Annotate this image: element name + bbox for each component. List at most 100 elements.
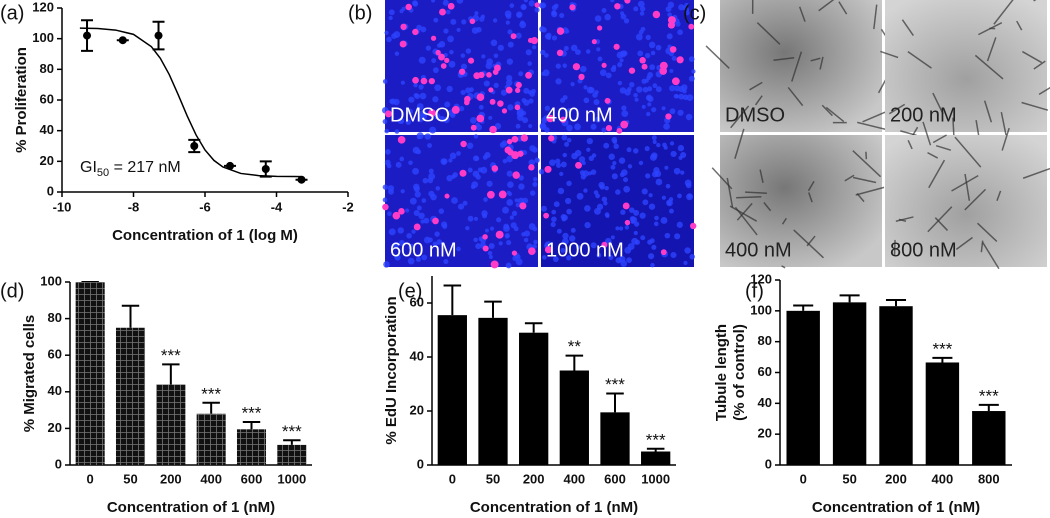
stained-nucleus xyxy=(470,124,477,131)
nucleus xyxy=(586,147,591,152)
stained-nucleus xyxy=(669,46,677,53)
nucleus xyxy=(596,47,601,52)
nucleus xyxy=(428,168,434,174)
stained-nucleus xyxy=(544,165,552,173)
stained-nucleus xyxy=(641,63,648,70)
nucleus xyxy=(605,72,612,79)
fit-curve xyxy=(79,27,302,178)
bar xyxy=(478,317,508,465)
tubule xyxy=(745,191,767,195)
nucleus xyxy=(428,172,436,180)
nucleus xyxy=(620,209,626,215)
nucleus xyxy=(432,241,438,247)
nucleus xyxy=(414,191,421,198)
y-tick-label: 40 xyxy=(758,395,772,410)
nucleus xyxy=(652,139,657,144)
nucleus xyxy=(400,80,405,85)
bar xyxy=(972,411,1006,465)
nucleus xyxy=(449,152,457,160)
nucleus xyxy=(470,184,476,190)
nucleus xyxy=(551,35,558,41)
tubule xyxy=(825,106,845,123)
nucleus xyxy=(550,221,556,228)
tile-label: DMSO xyxy=(725,104,785,126)
stained-nucleus xyxy=(486,72,492,78)
nucleus xyxy=(640,235,646,241)
stained-nucleus xyxy=(515,81,522,89)
tubule xyxy=(901,19,914,36)
stained-nucleus xyxy=(489,98,496,105)
stained-nucleus xyxy=(398,208,405,215)
stained-nucleus xyxy=(620,120,629,129)
tubule xyxy=(844,174,855,182)
nucleus xyxy=(460,63,468,70)
nucleus xyxy=(480,14,485,19)
nucleus xyxy=(442,0,449,6)
nucleus xyxy=(456,0,464,4)
x-tick-label: -2 xyxy=(342,199,354,214)
nucleus xyxy=(689,254,695,260)
nucleus xyxy=(434,231,440,237)
panel-label: (a) xyxy=(0,2,24,24)
nucleus xyxy=(412,0,418,6)
nucleus xyxy=(597,56,603,62)
annotation-part: GI xyxy=(80,159,97,176)
nucleus xyxy=(668,208,674,214)
nucleus xyxy=(683,260,688,266)
nucleus xyxy=(646,75,651,81)
bar xyxy=(75,282,105,465)
nucleus xyxy=(685,113,693,121)
nucleus xyxy=(661,106,666,111)
stained-nucleus xyxy=(444,57,450,64)
nucleus xyxy=(691,69,696,74)
stained-nucleus xyxy=(476,114,485,123)
stained-nucleus xyxy=(546,114,555,123)
nucleus xyxy=(514,198,519,203)
nucleus xyxy=(665,6,672,13)
tubule xyxy=(932,134,947,144)
tubule xyxy=(927,151,939,159)
tile-label: 200 nM xyxy=(890,104,957,126)
bar xyxy=(925,362,960,465)
stained-nucleus xyxy=(400,23,407,30)
nucleus xyxy=(608,153,615,160)
x-tick-label: 200 xyxy=(523,471,545,486)
x-tick-label: 800 xyxy=(978,471,1000,486)
stained-nucleus xyxy=(511,151,520,160)
nucleus xyxy=(584,205,591,212)
nucleus xyxy=(601,196,608,203)
nucleus xyxy=(388,228,396,236)
stained-nucleus xyxy=(412,28,419,36)
nucleus xyxy=(601,8,607,13)
tubule xyxy=(895,216,914,222)
nucleus xyxy=(397,117,405,125)
nucleus xyxy=(500,89,508,96)
stained-nucleus xyxy=(512,171,520,179)
x-tick-label: 0 xyxy=(449,471,456,486)
tile-label: 1000 nM xyxy=(546,239,624,261)
nucleus xyxy=(638,29,644,35)
nucleus xyxy=(423,217,430,224)
nucleus xyxy=(619,58,624,63)
nucleus xyxy=(580,65,587,73)
nucleus xyxy=(566,108,572,114)
nucleus xyxy=(578,156,586,163)
x-tick-label: -4 xyxy=(271,199,283,214)
nucleus xyxy=(477,167,483,173)
nucleus xyxy=(421,254,428,261)
y-tick-label: 40 xyxy=(48,383,62,398)
nucleus xyxy=(647,253,655,260)
stained-nucleus xyxy=(430,35,437,41)
tubule xyxy=(928,159,946,189)
nucleus xyxy=(570,227,576,233)
micrograph xyxy=(885,0,1047,132)
nucleus xyxy=(430,193,437,201)
nucleus xyxy=(677,193,682,199)
nucleus xyxy=(528,159,535,166)
nucleus xyxy=(541,71,546,76)
tubule xyxy=(852,176,877,184)
tubule xyxy=(798,6,806,22)
y-tick-label: 80 xyxy=(758,333,772,348)
nucleus xyxy=(610,164,616,170)
tubule xyxy=(763,201,772,212)
